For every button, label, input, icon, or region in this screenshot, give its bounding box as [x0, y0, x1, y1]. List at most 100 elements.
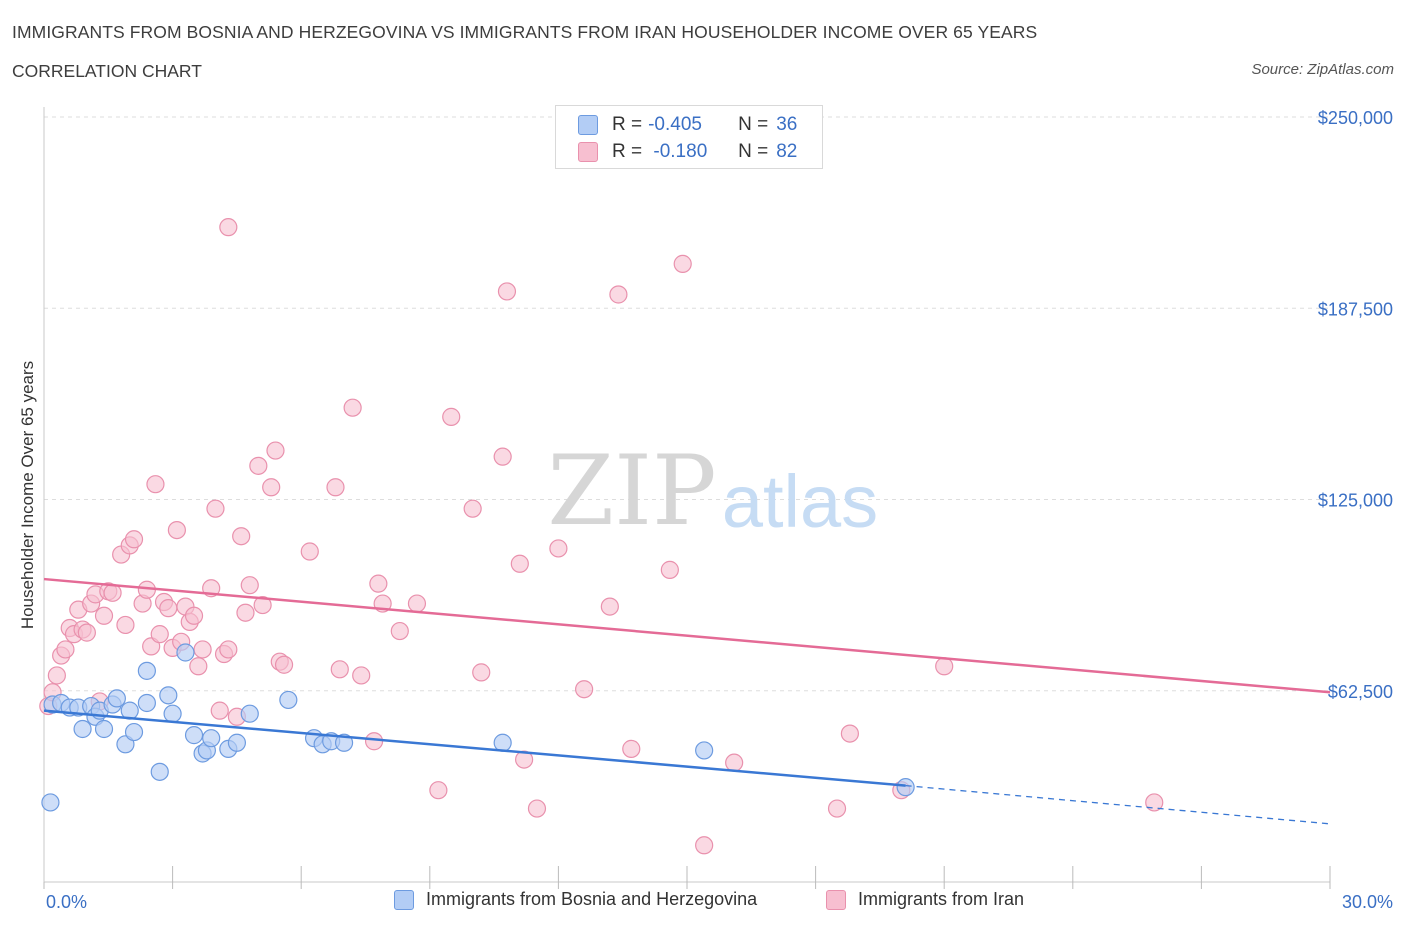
bosnia-point [163, 704, 182, 723]
bosnia-point [202, 729, 221, 748]
legend-label-iran: Immigrants from Iran [858, 889, 1025, 909]
iran-point [210, 701, 229, 720]
bosnia-point [150, 762, 169, 781]
y-tick-label: $62,500 [1328, 682, 1393, 702]
iran-point [390, 621, 409, 641]
iran-point [827, 799, 847, 818]
stats-row-bosnia: R = -0.405 N = 36 [578, 113, 797, 137]
series-legend: Immigrants from Bosnia and Herzegovina I… [0, 889, 1406, 915]
iran-point [515, 750, 534, 769]
bosnia-point [184, 726, 204, 745]
bosnia-point [334, 733, 354, 752]
iran-point [56, 640, 75, 659]
x-tick-labels: 0.0% 30.0% [46, 892, 1393, 912]
iran-swatch [578, 142, 598, 162]
bosnia-point [493, 733, 512, 752]
iran-point [116, 615, 135, 635]
n-value-iran: 82 [776, 141, 798, 162]
iran-point [343, 398, 362, 417]
iran-point [262, 478, 281, 497]
r-value-iran: -0.180 [648, 141, 708, 162]
legend-item-bosnia[interactable]: Immigrants from Bosnia and Herzegovina [394, 889, 757, 910]
bosnia-point [73, 719, 92, 739]
bosnia-point [240, 704, 259, 723]
y-tick-label: $125,000 [1318, 491, 1393, 511]
y-tick-label: $187,500 [1318, 299, 1393, 319]
iran-point [1145, 793, 1164, 812]
bosnia-point [94, 719, 114, 739]
iran-point [429, 781, 448, 800]
iran-point [935, 657, 954, 676]
iran-point [184, 606, 204, 625]
gridlines [44, 116, 1330, 692]
iran-point [695, 836, 714, 855]
iran-point [622, 739, 641, 758]
stats-row-iran: R = -0.180 N = 82 [578, 140, 797, 164]
n-value-bosnia: 36 [776, 114, 798, 135]
bosnia-point [124, 722, 144, 742]
r-label: R = [612, 114, 643, 135]
bosnia-point [137, 661, 156, 680]
iran-point [600, 597, 619, 616]
iran-point [253, 595, 272, 615]
iran-trend-line [43, 577, 1331, 694]
iran-point [77, 623, 96, 642]
iran-point [575, 680, 594, 699]
bosnia-point [279, 690, 298, 710]
series-iran-points [39, 218, 1164, 855]
bosnia-point [695, 741, 714, 760]
iran-point [124, 530, 144, 549]
iran-point [326, 478, 345, 497]
r-value-bosnia: -0.405 [648, 114, 702, 135]
iran-point [549, 539, 568, 558]
bosnia-point [137, 693, 156, 713]
iran-point [352, 666, 371, 685]
iran-point [146, 475, 165, 494]
iran-point [725, 753, 744, 772]
iran-point [463, 499, 482, 518]
y-axis-label: Householder Income Over 65 years [18, 360, 37, 630]
iran-point [369, 574, 388, 593]
x-tick-label: 30.0% [1342, 892, 1393, 912]
bosnia-point [41, 793, 60, 812]
stats-legend: R = -0.405 N = 36 R = -0.180 N = 82 [555, 105, 823, 169]
legend-item-iran[interactable]: Immigrants from Iran [826, 889, 1024, 910]
chart-title: IMMIGRANTS FROM BOSNIA AND HERZEGOVINA V… [12, 22, 1038, 42]
iran-point [47, 666, 66, 685]
iran-point [364, 732, 384, 751]
bosnia-point [227, 733, 246, 752]
iran-point [219, 218, 238, 237]
bosnia-swatch [578, 115, 598, 135]
trend-lines [43, 577, 1331, 825]
iran-point [510, 554, 529, 573]
bosnia-point [176, 643, 195, 662]
iran-point [330, 660, 349, 679]
iran-point [193, 640, 212, 659]
iran-point [206, 499, 225, 518]
series-bosnia-points [41, 643, 915, 812]
watermark-atlas: atlas [722, 460, 878, 543]
axes [43, 107, 1331, 889]
legend-label-bosnia: Immigrants from Bosnia and Herzegovina [426, 889, 758, 909]
iran-point [274, 655, 294, 674]
x-tick-label: 0.0% [46, 892, 87, 912]
iran-point [300, 542, 319, 561]
watermark: ZIP atlas [547, 435, 878, 547]
iran-point [189, 657, 208, 676]
iran-point [150, 625, 169, 644]
bosnia-point [159, 686, 178, 705]
bosnia-trend-extension [905, 784, 1331, 825]
iran-point [660, 560, 679, 579]
iran-point [493, 447, 512, 466]
iran-point [94, 606, 114, 625]
iran-point [240, 576, 259, 595]
iran-point [167, 520, 186, 540]
iran-point [159, 599, 178, 618]
iran-point [442, 407, 461, 426]
y-tick-labels: $62,500 $125,000 $187,500 $250,000 [1318, 108, 1393, 702]
iran-point [527, 799, 547, 818]
iran-point [497, 282, 517, 301]
watermark-zip: ZIP [547, 435, 716, 547]
iran-point [472, 663, 491, 682]
